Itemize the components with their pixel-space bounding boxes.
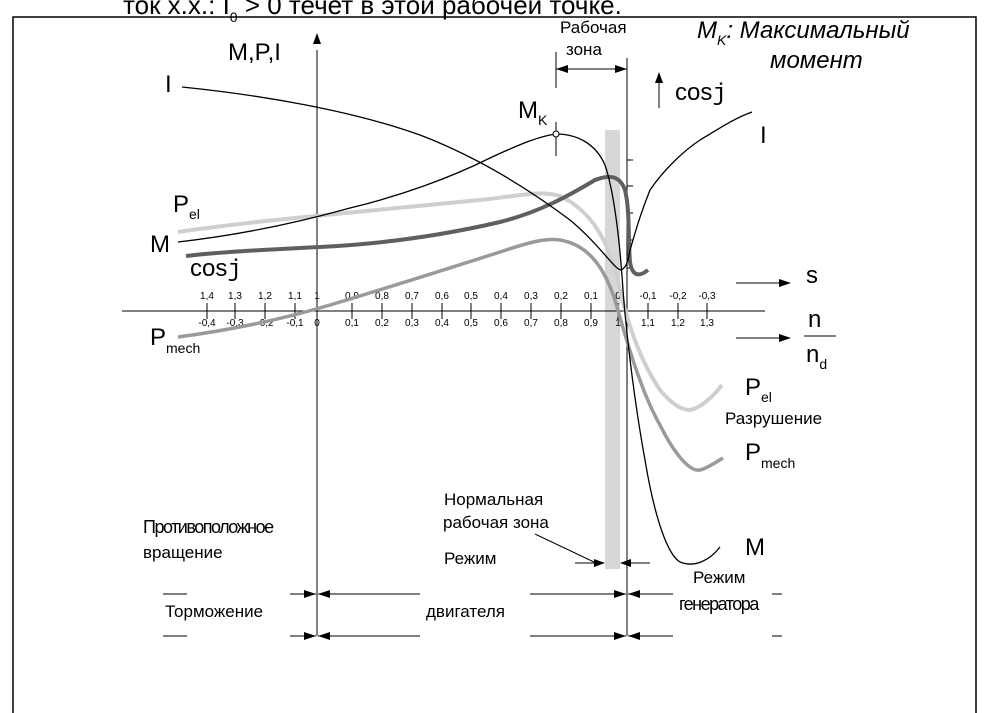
arrowhead-braking-right-top xyxy=(304,590,316,598)
work-zone-arrowhead-left xyxy=(556,65,568,73)
normal-zone-pointer xyxy=(534,533,597,564)
s-tick-label: 0,2 xyxy=(554,291,568,302)
mk-legend-line2: момент xyxy=(770,47,863,74)
work-zone-arrowhead-right xyxy=(615,65,627,73)
n-tick-label: 0 xyxy=(314,318,320,329)
s-arrowhead xyxy=(779,279,791,287)
mk-point xyxy=(552,130,560,138)
n-tick-label: 0,8 xyxy=(554,318,568,329)
n-tick-label: 1,1 xyxy=(641,318,655,329)
generator-mode-line1: Режим xyxy=(693,568,745,587)
arrowhead-motor-left-top xyxy=(318,590,330,598)
s-tick-label: 0,7 xyxy=(405,291,419,302)
s-tick-label: 0 xyxy=(615,291,621,302)
arrowhead-gen-left-bottom xyxy=(628,632,640,640)
pmech-label-right: Pmech xyxy=(745,439,795,471)
normal-work-zone-band xyxy=(605,130,620,569)
braking-label: Торможение xyxy=(165,602,263,621)
i-label-right: I xyxy=(760,122,767,149)
generator-mode-line2: генератора xyxy=(679,594,760,614)
i-curve xyxy=(181,86,753,271)
n-tick-label: 0,7 xyxy=(524,318,538,329)
work-zone-label-line1: Рабочая xyxy=(560,18,627,37)
s-tick-label: 1,3 xyxy=(228,291,242,302)
arrowhead-braking-right-bottom xyxy=(304,632,316,640)
motor-label: двигателя xyxy=(426,602,505,621)
work-zone-label-line2: зона xyxy=(566,40,602,59)
n-tick-label: 0,5 xyxy=(464,318,478,329)
s-tick-label: 0,5 xyxy=(464,291,478,302)
n-tick-label: 1,2 xyxy=(671,318,685,329)
s-tick-label: -0,2 xyxy=(669,291,687,302)
mk-legend-line1: MK: Максимальный xyxy=(697,17,910,48)
mk-label: MK xyxy=(518,97,548,128)
normal-zone-arrowhead-left xyxy=(594,559,605,567)
normal-zone-label-line1: Нормальная xyxy=(444,490,543,509)
pel-curve xyxy=(177,191,724,413)
s-tick-labels: 1,4 1,3 1,2 1,1 1 0,9 0,8 0,7 0,6 0,5 0,4 0,3 0,2 0,1… xyxy=(200,291,716,302)
mode-label: Режим xyxy=(444,549,496,568)
reverse-rotation-line1: Противоположное xyxy=(143,517,274,537)
clipped-header-text: ток х.х.: I0 > 0 течет в этой рабочей то… xyxy=(123,0,622,25)
n-tick-label: 1 xyxy=(615,318,621,329)
n-tick-label: 0,4 xyxy=(435,318,449,329)
cos-curve xyxy=(185,174,650,277)
m-label-left: M xyxy=(150,231,170,258)
y-axis-arrow xyxy=(313,33,321,44)
destruction-label: Разрушение xyxy=(725,409,822,428)
s-tick-label: 0,6 xyxy=(435,291,449,302)
i-label-left: I xyxy=(165,71,172,98)
s-label: s xyxy=(806,262,818,289)
s-tick-label: 0,4 xyxy=(494,291,508,302)
nd-label: nd xyxy=(806,341,827,372)
y-axis-label: M,P,I xyxy=(228,39,281,66)
axis-tick-marks xyxy=(206,303,708,319)
cos-label-left: cosj xyxy=(190,255,242,284)
cos-axis-arrowhead xyxy=(655,72,663,83)
m-curve xyxy=(177,133,721,565)
pel-label-left: Pel xyxy=(173,191,200,222)
s-tick-label: 1 xyxy=(314,291,320,302)
s-tick-label: 0,3 xyxy=(524,291,538,302)
normal-zone-arrowhead-right xyxy=(620,559,631,567)
s-tick-label: 0,8 xyxy=(375,291,389,302)
s-tick-label: 0,1 xyxy=(584,291,598,302)
s-tick-label: 1,2 xyxy=(258,291,272,302)
cos-label-right: cosj xyxy=(675,79,727,108)
n-tick-label: 0,1 xyxy=(345,318,359,329)
n-tick-label: 1,3 xyxy=(700,318,714,329)
n-tick-label: -0,1 xyxy=(286,318,304,329)
arrowhead-gen-left-top xyxy=(628,590,640,598)
s-tick-label: 1,1 xyxy=(288,291,302,302)
arrowhead-motor-left-bottom xyxy=(318,632,330,640)
reverse-rotation-line2: вращение xyxy=(143,543,223,562)
n-tick-label: 0,3 xyxy=(405,318,419,329)
n-tick-label: -0,3 xyxy=(226,318,244,329)
n-label: n xyxy=(808,306,821,333)
n-tick-label: 0,6 xyxy=(494,318,508,329)
s-tick-label: 1,4 xyxy=(200,291,214,302)
arrowhead-motor-right-bottom xyxy=(614,632,626,640)
diagram-frame xyxy=(12,16,977,713)
pmech-label-left: Pmech xyxy=(150,324,200,356)
arrowhead-motor-right-top xyxy=(614,590,626,598)
normal-zone-label-line2: рабочая зона xyxy=(443,513,549,532)
n-tick-label: -0,4 xyxy=(198,318,216,329)
n-tick-labels: -0,4 -0,3 -0,2 -0,1 0 0,1 0,2 0,3 0,4 0,5 0,6 0,7 0,… xyxy=(198,318,714,329)
pmech-curve xyxy=(177,237,724,472)
s-tick-label: -0,1 xyxy=(639,291,657,302)
s-tick-label: -0,3 xyxy=(698,291,716,302)
n-tick-label: 0,9 xyxy=(584,318,598,329)
pel-label-right: Pel xyxy=(745,374,772,405)
n-tick-label: 0,2 xyxy=(375,318,389,329)
n-arrowhead xyxy=(779,334,791,342)
m-label-right: M xyxy=(745,534,765,561)
